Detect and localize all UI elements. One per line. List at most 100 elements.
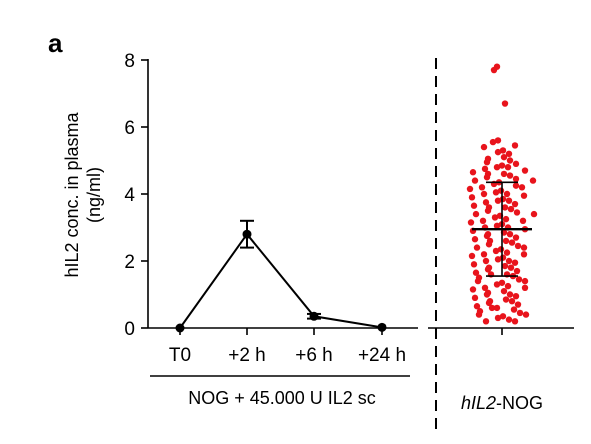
y-tick-label: 6 (124, 118, 135, 139)
scatter-point (471, 177, 479, 184)
scatter-point (502, 296, 510, 303)
scatter-point (494, 148, 502, 156)
scatter-point (521, 167, 529, 174)
panel-label: a (48, 28, 63, 58)
scatter-point (507, 264, 515, 271)
scatter-point (484, 266, 492, 273)
scatter-point (484, 207, 492, 214)
scatter-point (520, 244, 528, 251)
scatter-point (469, 169, 477, 176)
left-series (175, 219, 387, 333)
scatter-point (498, 162, 506, 169)
scatter-point (493, 164, 501, 171)
scatter-point (493, 281, 501, 288)
scatter-point (515, 276, 523, 283)
scatter-point (468, 194, 476, 201)
scatter-point (511, 259, 519, 266)
scatter-point (483, 291, 491, 298)
x-tick-label: +2 h (228, 345, 266, 366)
scatter-point (514, 301, 522, 308)
scatter-point (492, 189, 500, 196)
scatter-point (470, 202, 478, 209)
scatter-point (485, 241, 493, 248)
data-point (242, 229, 252, 239)
scatter-point (499, 147, 507, 154)
scatter-point (505, 316, 513, 323)
scatter-point (483, 174, 491, 181)
scatter-point (481, 165, 489, 173)
scatter-point (489, 138, 497, 146)
scatter-point (513, 267, 521, 275)
data-point (377, 322, 387, 332)
scatter-point (506, 231, 514, 238)
x-tick-label: +24 h (358, 345, 406, 366)
scatter-point (504, 164, 512, 171)
scatter-point (492, 247, 500, 255)
y-tick-label: 0 (124, 319, 135, 340)
scatter-point (480, 251, 488, 258)
scatter-point (494, 197, 502, 204)
scatter-point (494, 137, 502, 144)
data-point (175, 323, 185, 333)
y-axis-title-line1: hIL2 conc. in plasma (62, 111, 82, 277)
scatter-point (473, 244, 481, 251)
scatter-point (499, 313, 507, 320)
scatter-point (471, 236, 479, 243)
scatter-point (507, 205, 515, 213)
scatter-point (502, 215, 510, 223)
scatter-point (493, 222, 501, 230)
scatter-point (478, 184, 486, 191)
scatter-point (512, 160, 520, 168)
scatter-point (520, 192, 528, 199)
data-point (309, 311, 319, 321)
scatter-point (522, 311, 530, 318)
scatter-point (511, 318, 519, 325)
scatter-point (500, 287, 508, 295)
x-tick-label: T0 (169, 345, 191, 366)
scatter-point (501, 204, 509, 211)
scatter-point (483, 232, 491, 240)
right-group-label-rest: -NOG (496, 393, 543, 413)
scatter-point (482, 318, 490, 325)
scatter-point (512, 182, 520, 189)
scatter-point (505, 197, 513, 204)
scatter-point (483, 158, 491, 166)
scatter-point (480, 190, 488, 198)
right-series (466, 63, 538, 325)
scatter-point (511, 200, 519, 208)
scatter-point (480, 143, 488, 151)
scatter-point (530, 210, 538, 218)
scatter-point (505, 150, 513, 157)
scatter-point (512, 292, 520, 300)
scatter-point (493, 304, 501, 312)
scatter-point (514, 242, 522, 250)
scatter-point (508, 298, 516, 305)
scatter-point (521, 277, 529, 285)
scatter-point (485, 299, 493, 307)
y-axis-title-line2: (ng/ml) (84, 167, 104, 223)
scatter-point (506, 157, 514, 164)
scatter-point (470, 261, 478, 268)
scatter-point (471, 294, 479, 302)
scatter-point (510, 306, 518, 313)
scatter-point (468, 252, 476, 260)
scatter-point (501, 100, 509, 107)
y-tick-label: 8 (124, 51, 135, 72)
scatter-point (520, 251, 528, 258)
scatter-point (472, 269, 480, 276)
scatter-point (498, 279, 506, 286)
scatter-point (500, 153, 508, 161)
scatter-point (518, 184, 526, 191)
scatter-point (504, 282, 512, 290)
scatter-point (491, 214, 499, 221)
scatter-point (503, 190, 511, 198)
y-axis: 0 2 4 6 8 (124, 51, 149, 340)
scatter-point (481, 284, 489, 291)
scatter-point (501, 262, 509, 270)
scatter-point (494, 256, 502, 263)
scatter-point (512, 234, 520, 241)
scatter-point (482, 257, 490, 265)
x-axis: T0 +2 h +6 h +24 h (148, 327, 574, 366)
scatter-point (512, 175, 520, 183)
